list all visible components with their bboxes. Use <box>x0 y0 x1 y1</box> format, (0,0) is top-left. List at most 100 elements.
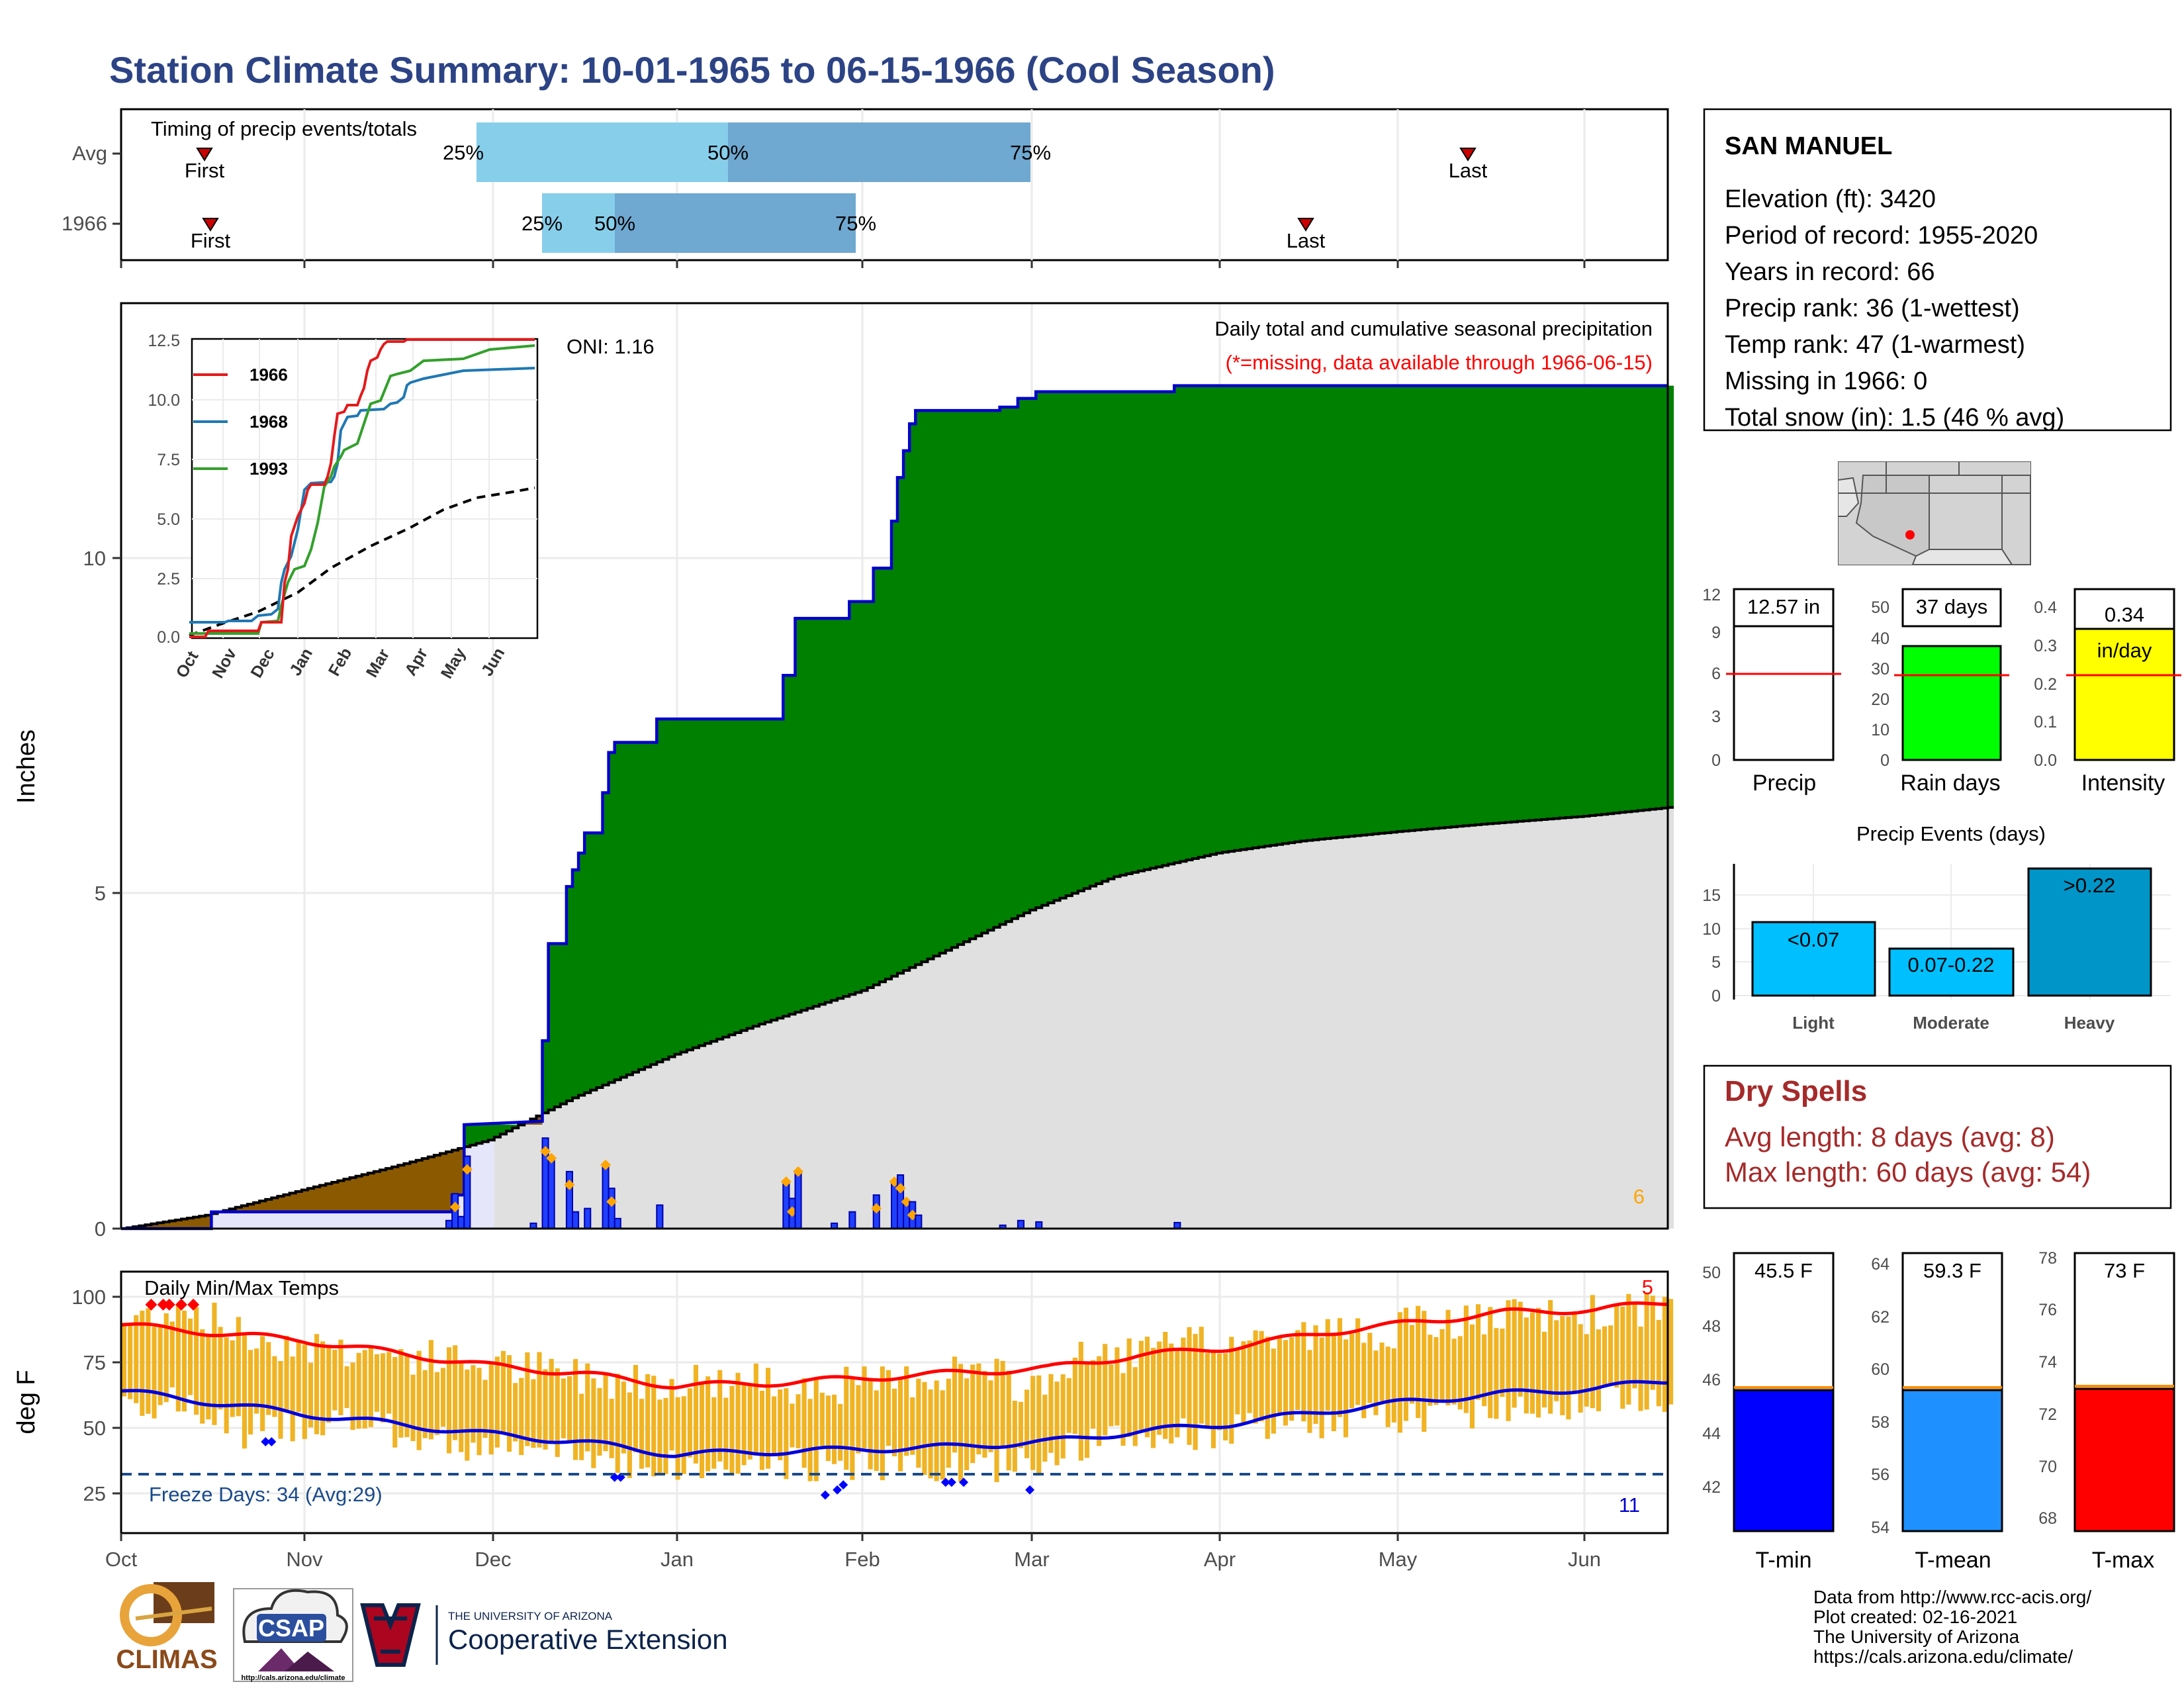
temp-ytick-50: 50 <box>83 1417 106 1440</box>
tmax-label: T-max <box>2092 1548 2154 1573</box>
inset-ytick-7-5: 7.5 <box>157 451 180 469</box>
precip-ylabel: Inches <box>13 729 40 804</box>
heavy-day-marker <box>793 1166 804 1177</box>
timing-1966-75: 75% <box>835 212 876 235</box>
timing-avg-50: 50% <box>707 141 749 164</box>
precip-total-panel: Precip 0 3 6 9 12 12.57 in <box>1702 586 1841 796</box>
freeze-days-label: Freeze Days: 34 (Avg:29) <box>149 1483 383 1506</box>
record-low-marker <box>833 1485 842 1495</box>
ua-big-text: Cooperative Extension <box>448 1624 728 1655</box>
events-moderate-bar <box>1888 947 2015 997</box>
station-elevation: Elevation (ft): 3420 <box>1725 185 1936 213</box>
tmax-ytick-70: 70 <box>2038 1458 2057 1476</box>
inset-ytick-2-5: 2.5 <box>157 570 180 588</box>
timing-1966-first-marker <box>202 218 219 232</box>
daily-precip-bar <box>602 1164 610 1230</box>
timing-panel: Timing of precip events/totals Avg 1966 … <box>62 108 1669 268</box>
month-tick-nov: Nov <box>286 1548 323 1571</box>
inset-ytick-0: 0.0 <box>157 628 180 647</box>
daily-precip-bar <box>584 1207 592 1229</box>
station-temp-rank: Temp rank: 47 (1-warmest) <box>1725 331 2025 359</box>
station-missing: Missing in 1966: 0 <box>1725 367 1927 395</box>
station-name: SAN MANUEL <box>1725 132 1892 160</box>
month-tick-apr: Apr <box>1204 1548 1236 1571</box>
intensity-ytick-0: 0.0 <box>2034 751 2057 770</box>
tmean-ytick-56: 56 <box>1871 1466 1889 1484</box>
heavy-day-marker <box>546 1152 557 1164</box>
hot-day-count: 5 <box>1642 1276 1653 1299</box>
timing-avg-last-label: Last <box>1449 159 1488 182</box>
record-high-marker <box>163 1298 175 1311</box>
timing-avg-75: 75% <box>1010 141 1051 164</box>
timing-avg-q2-bar <box>728 122 1030 182</box>
precip-total-ytick-0: 0 <box>1711 751 1721 770</box>
events-ytick-0: 0 <box>1711 987 1721 1006</box>
intensity-ytick-4: 0.4 <box>2034 598 2057 617</box>
tmin-value: 45.5 F <box>1754 1259 1813 1282</box>
temperature-panel: Daily Min/Max Temps Freeze Days: 34 (Avg… <box>13 1272 1674 1571</box>
credit-line-2: Plot created: 02-16-2021 <box>1813 1607 2017 1627</box>
timing-1966-last-marker <box>1297 218 1314 232</box>
heavy-day-marker <box>461 1164 473 1175</box>
tmax-panel: T-max 68 70 72 74 76 78 73 F <box>2038 1249 2175 1573</box>
daily-precip-bar <box>608 1188 615 1229</box>
tmin-bar <box>1733 1389 1835 1532</box>
tmax-ytick-74: 74 <box>2038 1353 2057 1372</box>
record-high-marker <box>145 1298 158 1311</box>
inset-line-1968 <box>189 367 535 624</box>
temp-title: Daily Min/Max Temps <box>144 1276 339 1299</box>
inset-average-curve <box>189 487 535 637</box>
timing-avg-q1-bar <box>477 122 728 182</box>
timing-1966-25: 25% <box>522 212 563 235</box>
tmean-ytick-62: 62 <box>1871 1308 1889 1327</box>
month-tick-feb: Feb <box>844 1548 880 1571</box>
precip-total-ytick-12: 12 <box>1702 586 1721 604</box>
daily-precip-bar <box>782 1181 790 1229</box>
timing-1966-50: 50% <box>594 212 635 235</box>
events-heavy-bar <box>2027 867 2152 997</box>
events-moderate-label: Moderate <box>1913 1013 1989 1033</box>
csap-logo: CSAP http://cals.arizona.edu/climate <box>233 1588 353 1682</box>
heavy-day-marker <box>895 1182 906 1194</box>
daily-precip-bar <box>572 1211 580 1229</box>
timing-1966-q1-bar <box>542 193 615 253</box>
tmin-ytick-42: 42 <box>1702 1478 1721 1497</box>
tmean-label: T-mean <box>1915 1548 1991 1573</box>
tmax-ytick-78: 78 <box>2038 1249 2057 1268</box>
cumulative-inset: 1966 1968 1993 0.0 2.5 5.0 7.5 10.0 12.5… <box>148 332 539 682</box>
rain-days-label: Rain days <box>1900 771 2000 796</box>
daily-precip-bar <box>445 1219 453 1230</box>
tmin-ytick-50: 50 <box>1702 1264 1721 1282</box>
record-high-marker <box>187 1298 200 1311</box>
month-tick-mar: Mar <box>1014 1548 1049 1571</box>
timing-row-label-avg: Avg <box>72 142 107 165</box>
oni-value: ONI: 1.16 <box>567 335 655 358</box>
precip-total-ytick-6: 6 <box>1711 665 1721 683</box>
tmean-ytick-54: 54 <box>1871 1519 1889 1537</box>
above-normal-area <box>211 385 1674 1214</box>
timing-avg-first-label: First <box>185 159 225 182</box>
intensity-label: Intensity <box>2081 771 2165 796</box>
rain-days-ytick-10: 10 <box>1871 721 1889 739</box>
csap-url: http://cals.arizona.edu/climate <box>241 1674 345 1682</box>
heavy-day-marker <box>871 1203 882 1214</box>
intensity-ytick-3: 0.3 <box>2034 637 2057 655</box>
precip-total-ytick-9: 9 <box>1711 624 1721 642</box>
timing-1966-q2-bar <box>615 193 856 253</box>
heavy-day-marker <box>780 1176 792 1188</box>
intensity-unit: in/day <box>2097 639 2152 662</box>
inset-ytick-12-5: 12.5 <box>148 332 180 350</box>
daily-precip-bar <box>656 1204 664 1229</box>
events-light-inner: <0.07 <box>1788 928 1839 951</box>
record-low-marker <box>959 1477 969 1487</box>
dry-spells-box: Dry Spells Avg length: 8 days (avg: 8) M… <box>1703 1064 2172 1209</box>
credits: Data from http://www.rcc-acis.org/ Plot … <box>1813 1587 2091 1667</box>
intensity-value: 0.34 <box>2105 603 2144 626</box>
intensity-ytick-2: 0.2 <box>2034 675 2057 694</box>
ua-logo: THE UNIVERSITY OF ARIZONA Cooperative Ex… <box>360 1603 728 1667</box>
climas-logo: CLIMAS <box>116 1582 218 1674</box>
precip-ytick-0: 0 <box>95 1217 106 1241</box>
heavy-day-marker <box>600 1159 612 1170</box>
station-location-dot <box>1905 530 1915 539</box>
